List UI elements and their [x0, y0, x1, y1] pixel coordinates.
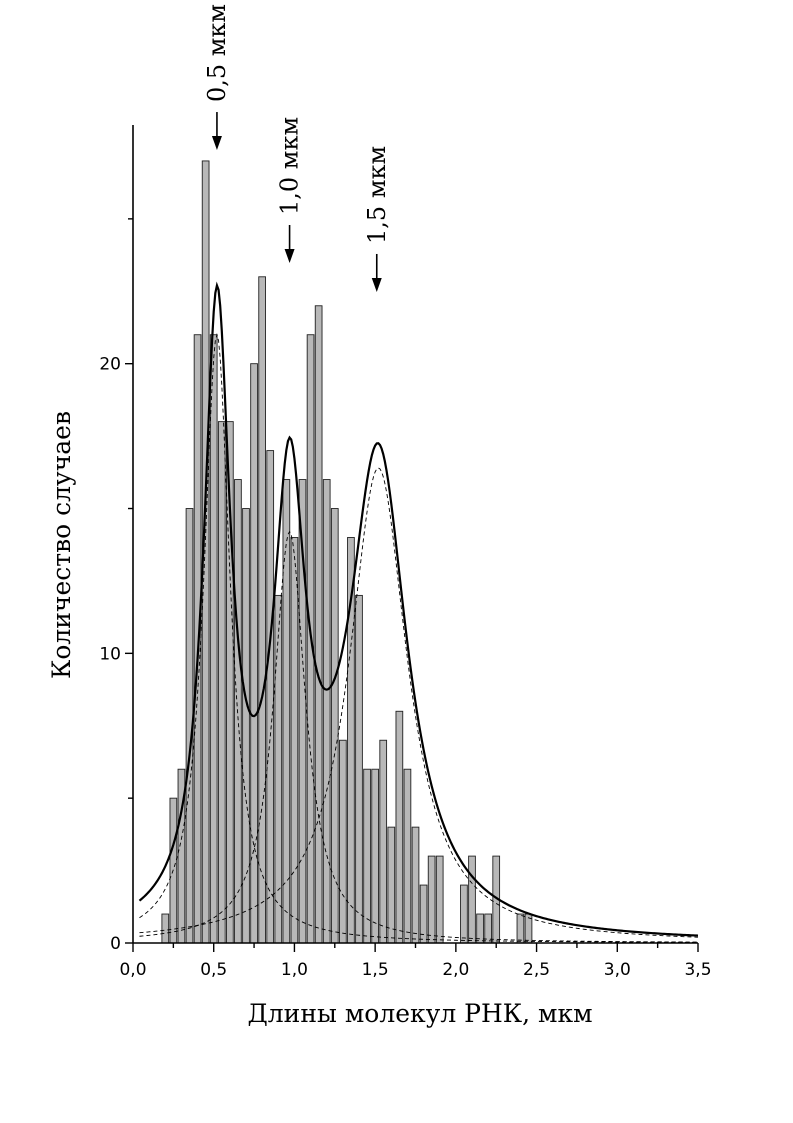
- x-axis-title: Длины молекул РНК, мкм: [247, 999, 592, 1028]
- annotation-label: 1,0 мкм: [276, 117, 304, 215]
- histogram-bar: [427, 855, 436, 944]
- histogram-bar: [161, 913, 170, 944]
- histogram-bar: [330, 508, 339, 944]
- histogram-bar: [468, 855, 476, 944]
- histogram-bar: [290, 537, 299, 944]
- annotation-arrow-head: [211, 136, 222, 151]
- histogram-bar: [516, 913, 525, 944]
- x-tick-label: 3,5: [684, 960, 711, 980]
- x-tick-label: 3,0: [604, 960, 631, 980]
- fit-curves-layer: [138, 281, 699, 943]
- fit-total-curve: [138, 281, 699, 937]
- bars-layer: [161, 160, 533, 944]
- x-tick-label: 0,5: [200, 960, 227, 980]
- x-tick-label: 1,0: [281, 960, 308, 980]
- histogram-bar: [435, 855, 444, 944]
- annotation-label: 1,5 мкм: [363, 146, 391, 244]
- y-tick-label: 0: [110, 934, 121, 954]
- histogram-bar: [266, 450, 275, 944]
- histogram-bar: [363, 768, 371, 944]
- annotation-label: 0,5 мкм: [203, 4, 231, 102]
- histogram-bar: [411, 826, 420, 944]
- histogram-bar: [314, 305, 323, 944]
- histogram-bar: [460, 884, 468, 944]
- annotations-layer: 0,5 мкм 1,0 мкм 1,5 мкм: [203, 4, 391, 292]
- fit-component-curve-2: [139, 530, 699, 943]
- y-axis-title: Количество случаев: [47, 411, 76, 679]
- histogram-bar: [371, 768, 379, 944]
- histogram-bar: [387, 826, 396, 944]
- histogram-bar: [355, 594, 363, 944]
- annotation-arrow-head: [284, 249, 295, 263]
- histogram-bar: [395, 710, 404, 944]
- y-tick-label: 10: [99, 644, 121, 664]
- x-tick-label: 0,0: [119, 960, 146, 980]
- histogram-bar: [209, 334, 218, 944]
- histogram-bar: [274, 594, 283, 944]
- x-tick-label: 2,0: [442, 960, 469, 980]
- axes-layer: 0,0 0,5 1,0 1,5 2,0 2,5 3,0 3,5 0 10 20: [99, 125, 712, 980]
- histogram-bar: [193, 334, 202, 944]
- histogram-bar: [282, 479, 291, 944]
- histogram-bar: [242, 508, 250, 944]
- annotation-arrow-head: [371, 277, 382, 292]
- histogram-bar: [322, 479, 331, 944]
- histogram-bar: [403, 768, 412, 944]
- histogram-bar: [339, 739, 347, 944]
- y-tick-label: 20: [99, 355, 121, 375]
- x-tick-label: 2,5: [523, 960, 550, 980]
- histogram-bar: [379, 739, 388, 944]
- fit-component-curve-1: [139, 332, 699, 943]
- x-tick-label: 1,5: [362, 960, 389, 980]
- histogram-bar: [258, 276, 266, 944]
- histogram-bar: [217, 421, 226, 944]
- fit-component-curve-3: [139, 467, 699, 938]
